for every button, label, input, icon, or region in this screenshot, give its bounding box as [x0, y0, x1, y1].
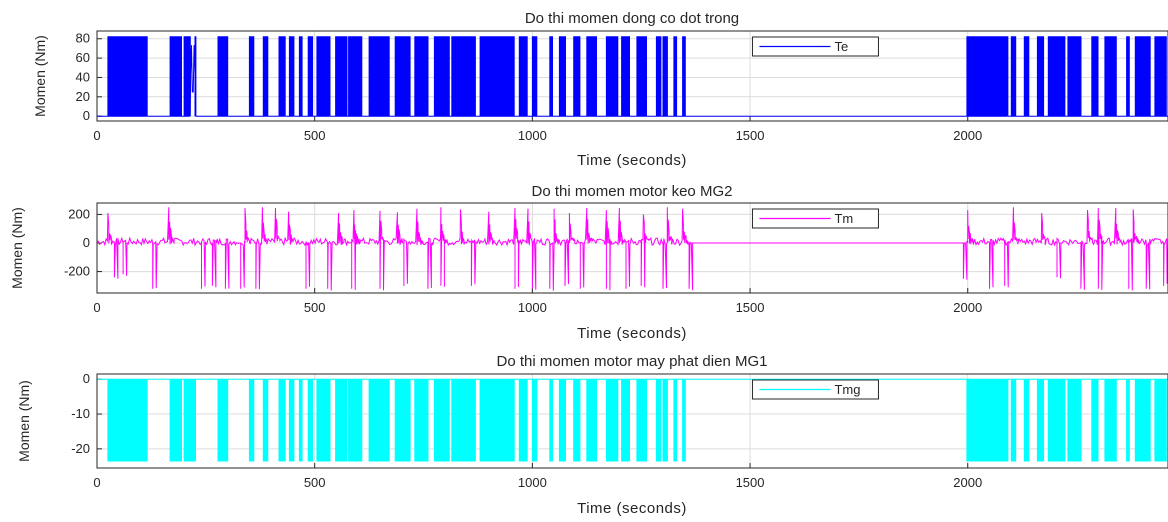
x-tick-label: 1000 — [518, 128, 547, 143]
axes-frame — [96, 202, 1168, 294]
y-tick-label: 60 — [76, 50, 90, 65]
y-tick-label: -200 — [64, 264, 90, 279]
y-tick-label: 80 — [76, 31, 90, 46]
y-tick-label: 0 — [83, 235, 90, 250]
panel-engine-torque: Do thi momen dong co dot trong Time (sec… — [32, 10, 1168, 169]
y-axis-label: Momen (Nm) — [16, 380, 32, 462]
y-axis-label: Momen (Nm) — [32, 35, 48, 117]
y-tick-label: -10 — [71, 406, 90, 421]
series-line-Te — [97, 36, 1168, 117]
x-tick-label: 2000 — [953, 475, 982, 490]
y-tick-label: -20 — [71, 441, 90, 456]
y-tick-label: 0 — [83, 108, 90, 123]
panel-generator-torque: Do thi momen motor may phat dien MG1 Tim… — [16, 353, 1168, 517]
legend-label: Te — [834, 39, 848, 54]
x-tick-label: 2000 — [953, 128, 982, 143]
panel-traction-motor-torque: Do thi momen motor keo MG2 Time (seconds… — [9, 183, 1168, 342]
x-axis-label: Time (seconds) — [577, 325, 687, 342]
y-tick-label: 0 — [83, 371, 90, 386]
x-axis-label: Time (seconds) — [577, 152, 687, 169]
y-tick-label: 40 — [76, 69, 90, 84]
axes-frame — [96, 373, 1168, 469]
y-tick-label: 200 — [68, 206, 90, 221]
legend-label: Tm — [834, 211, 853, 226]
chart-title: Do thi momen motor may phat dien MG1 — [497, 353, 768, 370]
y-tick-label: 20 — [76, 89, 90, 104]
x-axis-label: Time (seconds) — [577, 500, 687, 517]
chart-title: Do thi momen motor keo MG2 — [532, 183, 733, 200]
axes-frame — [96, 30, 1168, 122]
series-line-Tm — [97, 207, 1168, 291]
x-tick-label: 500 — [304, 128, 326, 143]
x-tick-label: 1500 — [736, 128, 765, 143]
x-tick-label: 0 — [93, 475, 100, 490]
series-line-Tmg — [97, 378, 1168, 462]
x-tick-label: 1000 — [518, 475, 547, 490]
y-axis-label: Momen (Nm) — [9, 207, 25, 289]
legend: Tmg — [751, 379, 879, 400]
legend: Te — [751, 36, 879, 57]
x-tick-label: 500 — [304, 300, 326, 315]
x-tick-label: 1500 — [736, 475, 765, 490]
legend-label: Tmg — [834, 382, 860, 397]
x-tick-label: 0 — [93, 128, 100, 143]
chart-title: Do thi momen dong co dot trong — [525, 10, 739, 27]
x-tick-label: 1000 — [518, 300, 547, 315]
x-tick-label: 500 — [304, 475, 326, 490]
legend: Tm — [751, 208, 879, 229]
x-tick-label: 0 — [93, 300, 100, 315]
x-tick-label: 2000 — [953, 300, 982, 315]
x-tick-label: 1500 — [736, 300, 765, 315]
